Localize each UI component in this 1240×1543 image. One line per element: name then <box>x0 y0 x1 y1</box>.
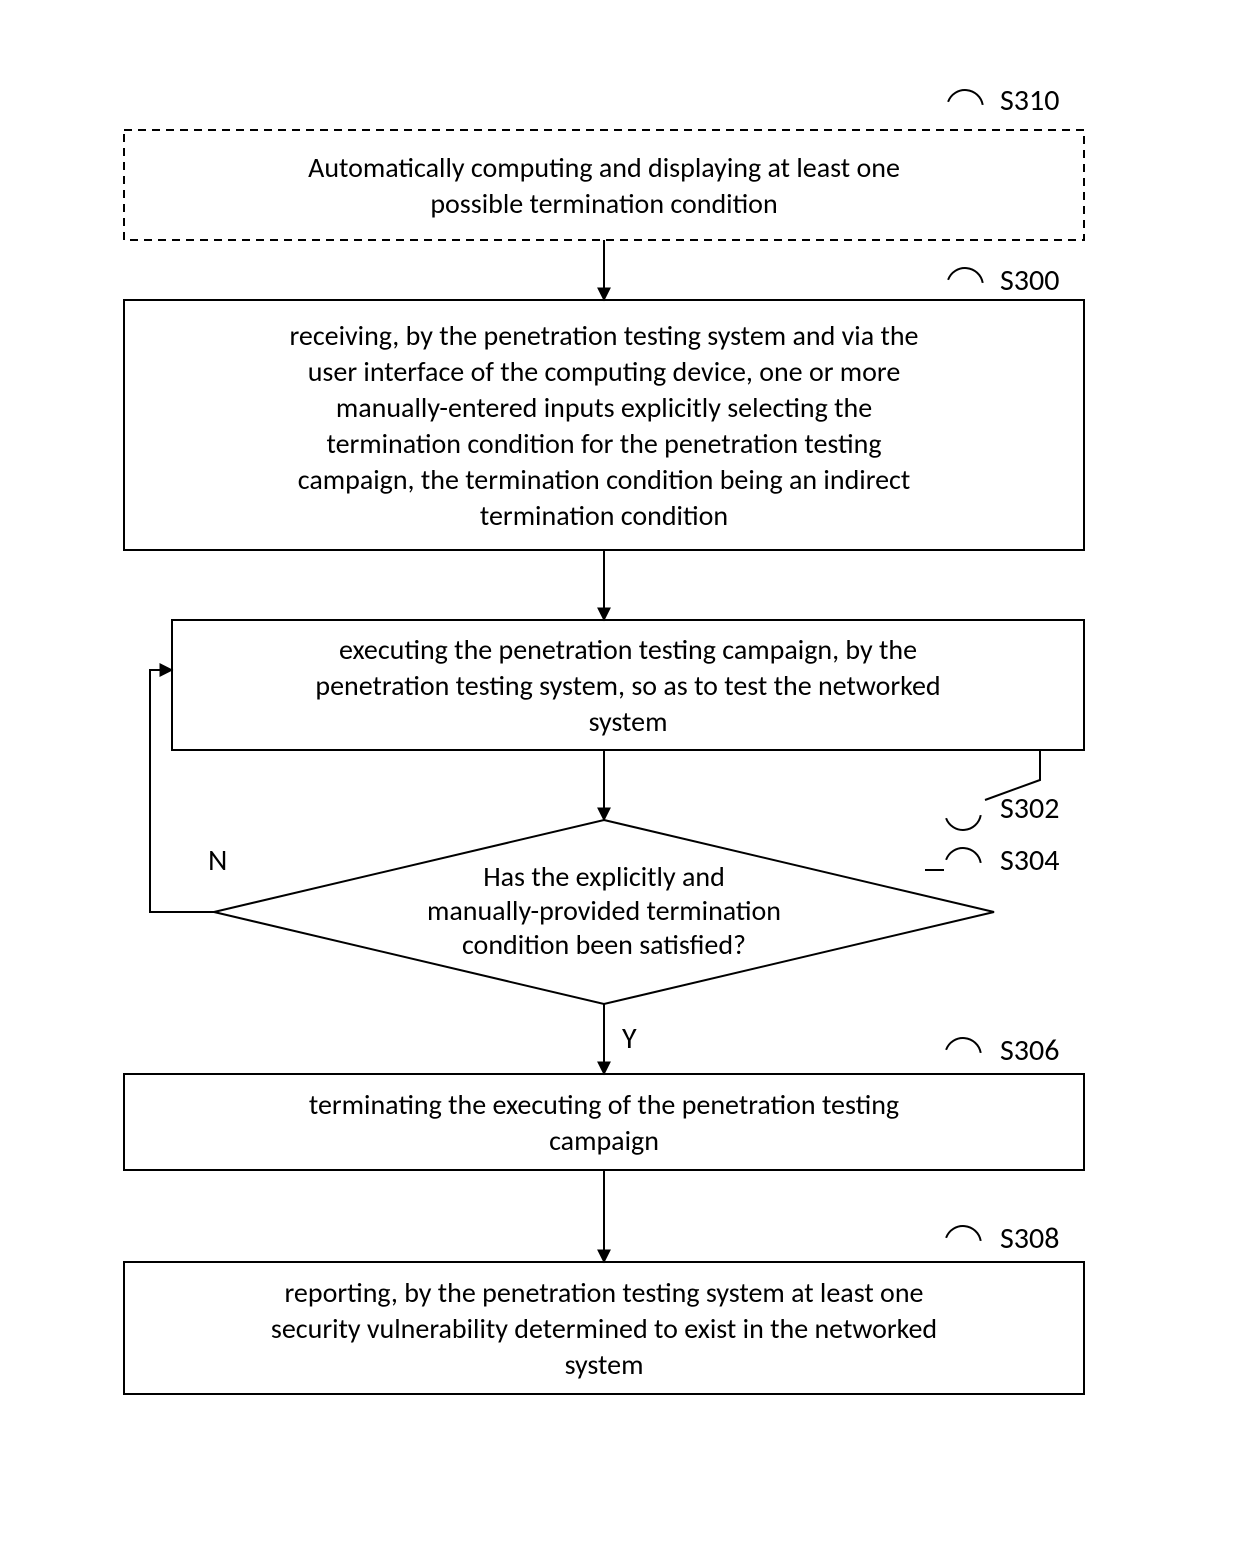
node-text-line: system <box>565 1347 644 1382</box>
node-text-line: campaign <box>549 1123 659 1158</box>
node-text-line: system <box>589 704 668 739</box>
node-text-line: termination condition <box>480 498 728 533</box>
node-text-line: Automatically computing and displaying a… <box>308 150 900 185</box>
decision-no-label: N <box>208 842 227 879</box>
decision-yes-label: Y <box>622 1020 637 1057</box>
node-text-line: reporting, by the penetration testing sy… <box>285 1275 924 1310</box>
node-text-line: manually-provided termination <box>427 893 781 928</box>
step-label: S302 <box>1000 790 1059 827</box>
node-text-line: executing the penetration testing campai… <box>339 632 917 667</box>
node-text-line: security vulnerability determined to exi… <box>271 1311 937 1346</box>
node-text-line: possible termination condition <box>430 186 777 221</box>
step-label: S306 <box>1000 1032 1059 1069</box>
step-label: S308 <box>1000 1220 1059 1257</box>
node-text-line: manually-entered inputs explicitly selec… <box>336 390 872 425</box>
node-text-line: receiving, by the penetration testing sy… <box>290 318 919 353</box>
step-label: S300 <box>1000 262 1059 299</box>
step-label: S304 <box>1000 842 1059 879</box>
node-text-line: condition been satisfied? <box>462 927 746 962</box>
node-text-line: penetration testing system, so as to tes… <box>315 668 940 703</box>
node-text-line: Has the explicitly and <box>483 859 725 894</box>
node-text-line: user interface of the computing device, … <box>308 354 901 389</box>
node-text-line: campaign, the termination condition bein… <box>298 462 911 497</box>
node-text-line: termination condition for the penetratio… <box>326 426 881 461</box>
step-label: S310 <box>1000 82 1059 119</box>
node-text-line: terminating the executing of the penetra… <box>309 1087 899 1122</box>
